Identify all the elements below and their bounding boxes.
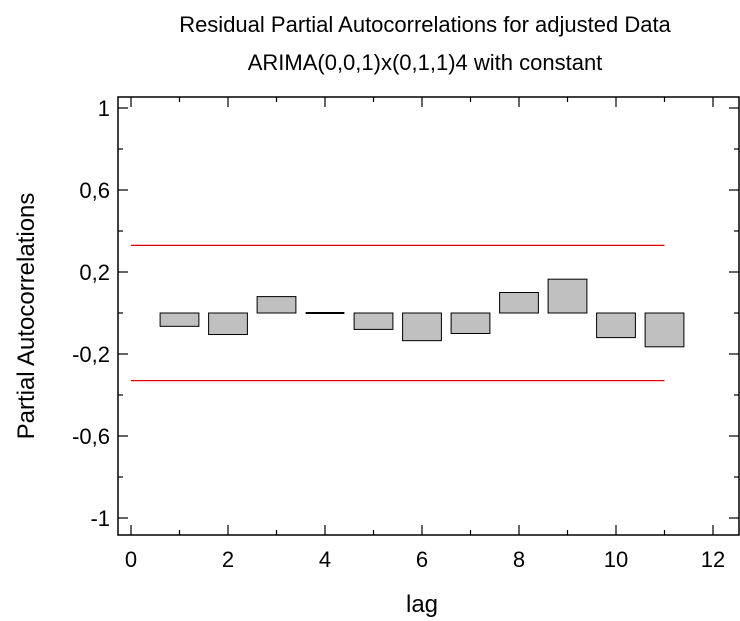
bar (353, 312, 394, 330)
bar (208, 312, 248, 336)
y-tick-label: 0,2 (79, 260, 110, 285)
x-tick-label: 6 (416, 547, 428, 572)
y-tick-label: 1 (98, 96, 110, 121)
tick-labels: 0 2 4 6 8 10 12 -1 -0,6 -0,2 0,2 0,6 1 (72, 96, 725, 572)
chart-title: Residual Partial Autocorrelations for ad… (179, 12, 671, 37)
y-tick-label: -0,2 (72, 342, 110, 367)
x-tick-label: 2 (222, 547, 234, 572)
x-tick-label: 0 (125, 547, 137, 572)
bar (450, 312, 491, 334)
plot-frame (117, 96, 740, 536)
chart-subtitle: ARIMA(0,0,1)x(0,1,1)4 with constant (247, 50, 603, 75)
axis-ticks (118, 97, 739, 535)
confidence-limits (131, 244, 665, 382)
y-tick-label: 0,6 (79, 178, 110, 203)
bar (402, 312, 442, 342)
bar (644, 312, 685, 348)
x-axis-label: lag (406, 591, 438, 618)
bar (499, 292, 539, 314)
x-tick-label: 12 (701, 547, 725, 572)
bar (547, 278, 588, 314)
y-tick-label: -1 (90, 506, 110, 531)
bars (159, 278, 685, 348)
bar (159, 312, 200, 327)
y-axis-label: Partial Autocorrelations (13, 193, 40, 440)
y-tick-label: -0,6 (72, 424, 110, 449)
x-tick-label: 10 (604, 547, 628, 572)
bar (596, 312, 636, 339)
bar (256, 296, 297, 314)
x-tick-label: 8 (513, 547, 525, 572)
x-tick-label: 4 (319, 547, 331, 572)
